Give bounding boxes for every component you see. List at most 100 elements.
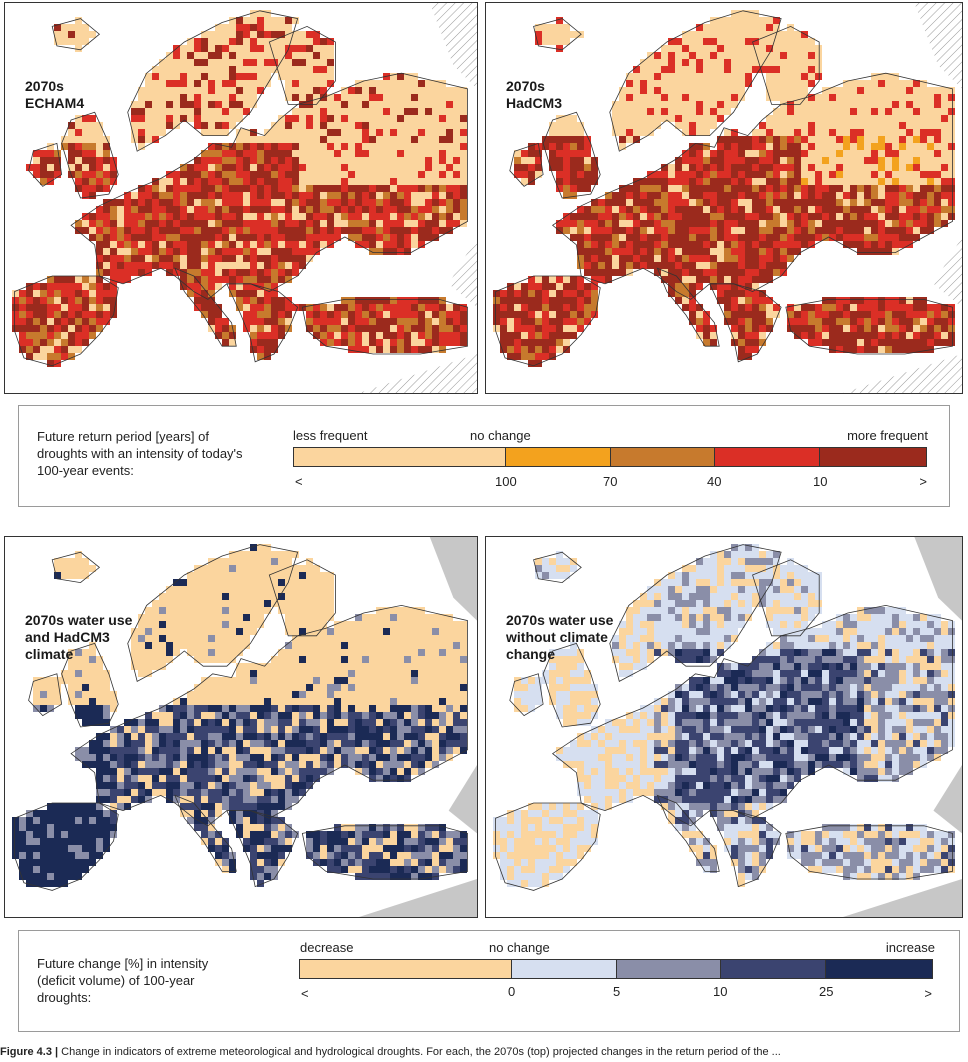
- coastline-1: [70, 604, 468, 827]
- legend-return-period: Future return period [years] of droughts…: [18, 405, 950, 507]
- coastline-9: [51, 18, 101, 51]
- coastline-4: [301, 298, 468, 355]
- legend-2-right-label: increase: [885, 940, 935, 955]
- legend-2-swatch-2: [512, 960, 617, 978]
- outside-domain-0: [429, 537, 477, 621]
- coastline-8: [509, 673, 544, 717]
- coastline-4: [785, 825, 953, 880]
- map-label-1: 2070s ECHAM4: [25, 78, 85, 111]
- legend-1-swatch-5: [820, 448, 926, 466]
- coastline-0: [495, 275, 601, 367]
- map-2070s-hadcm3: 2070s HadCM3: [485, 2, 963, 394]
- legend-1-swatch-3: [611, 448, 715, 466]
- coastline-1: [551, 604, 953, 827]
- legend-2-swatch-1: [300, 960, 512, 978]
- coastline-9: [533, 551, 582, 584]
- map-label-3: 2070s water use and HadCM3 climate: [25, 612, 133, 662]
- legend-1-tick-100: 100: [495, 474, 517, 489]
- coastline-9: [51, 551, 101, 584]
- map-2070s-water-use-no-climate: 2070s water use without climate change: [485, 536, 963, 918]
- legend-1-center-label: no change: [470, 428, 531, 443]
- outside-domain-0: [429, 3, 477, 89]
- coastline-2: [174, 794, 237, 872]
- coastline-1: [70, 72, 468, 300]
- coastline-4: [785, 298, 953, 355]
- grid-cells: [12, 10, 467, 367]
- legend-2-tick-25: 25: [819, 984, 834, 999]
- coastline-8: [28, 142, 63, 187]
- coastline-7: [542, 642, 601, 728]
- legend-1-right-label: more frequent: [847, 428, 928, 443]
- coastline-6: [752, 25, 820, 105]
- grid-cells: [493, 10, 955, 367]
- map-label-4: 2070s water use without climate change: [506, 612, 614, 662]
- outside-domain-0: [914, 537, 962, 621]
- map-2070s-echam4: 2070s ECHAM4: [4, 2, 478, 394]
- map-2070s-water-use-hadcm3: 2070s water use and HadCM3 climate: [4, 536, 478, 918]
- caption-text: Change in indicators of extreme meteorol…: [58, 1046, 781, 1058]
- coastline-0: [495, 802, 601, 891]
- legend-1-tick-10: 10: [813, 474, 828, 489]
- legend-2-description: Future change [%] in intensity (deficit …: [37, 956, 209, 1005]
- coastline-5: [609, 10, 782, 152]
- legend-1-swatch-2: [506, 448, 611, 466]
- coastline-7: [542, 111, 601, 199]
- coastline-3: [226, 283, 299, 363]
- coastline-3: [709, 810, 782, 888]
- outside-domain-2: [359, 354, 477, 393]
- coastline-2: [656, 794, 720, 872]
- coastline-0: [14, 802, 119, 891]
- legend-2-tick-5: 5: [613, 984, 621, 999]
- outside-domain-2: [843, 354, 962, 393]
- caption-label: Figure 4.3 |: [0, 1046, 59, 1058]
- legend-2-tick-10: 10: [713, 984, 728, 999]
- grid-cells: [493, 544, 955, 887]
- legend-2-swatch-3: [617, 960, 721, 978]
- legend-2-lt: <: [301, 986, 309, 1001]
- map-svg-3: [12, 537, 477, 917]
- coastline-9: [533, 18, 582, 51]
- grid-cells: [12, 544, 467, 887]
- outside-domain-1: [933, 237, 962, 308]
- coastline-6: [268, 25, 336, 105]
- coastline-5: [127, 10, 299, 152]
- legend-1-color-bar: [293, 447, 927, 467]
- legend-1-gt: >: [919, 474, 927, 489]
- legend-2-swatch-4: [721, 960, 826, 978]
- coastline-1: [551, 72, 953, 300]
- outside-domain-0: [914, 3, 962, 89]
- coastline-7: [61, 642, 119, 728]
- map-svg-1: [12, 3, 477, 393]
- legend-2-center-label: no change: [489, 940, 550, 955]
- coastline-6: [752, 559, 820, 637]
- coastline-4: [301, 825, 468, 880]
- figure-caption: Figure 4.3 | Change in indicators of ext…: [0, 1046, 781, 1058]
- legend-2-swatch-5: [826, 960, 932, 978]
- map-svg-4: [493, 537, 962, 917]
- coastline-8: [509, 142, 544, 187]
- coastline-3: [226, 810, 299, 888]
- legend-1-swatch-4: [715, 448, 820, 466]
- legend-1-left-label: less frequent: [293, 428, 368, 443]
- legend-1-description: Future return period [years] of droughts…: [37, 429, 243, 478]
- map-label-2: 2070s HadCM3: [506, 78, 563, 111]
- outside-domain-1: [933, 765, 962, 834]
- coastline-2: [174, 267, 237, 347]
- coastline-5: [127, 544, 299, 682]
- outside-domain-1: [448, 237, 477, 308]
- outside-domain-2: [843, 879, 962, 917]
- coastline-0: [14, 275, 119, 367]
- legend-1-swatch-1: [294, 448, 506, 466]
- legend-1-lt: <: [295, 474, 303, 489]
- map-svg-2: [493, 3, 962, 393]
- legend-2-left-label: decrease: [300, 940, 354, 955]
- coastline-3: [709, 283, 782, 363]
- legend-deficit-change: Future change [%] in intensity (deficit …: [18, 930, 960, 1032]
- legend-2-tick-0: 0: [508, 984, 516, 999]
- outside-domain-1: [448, 765, 477, 834]
- outside-domain-2: [359, 879, 477, 917]
- legend-1-tick-40: 40: [707, 474, 722, 489]
- coastline-2: [656, 267, 720, 347]
- coastline-5: [609, 544, 782, 682]
- legend-1-tick-70: 70: [603, 474, 618, 489]
